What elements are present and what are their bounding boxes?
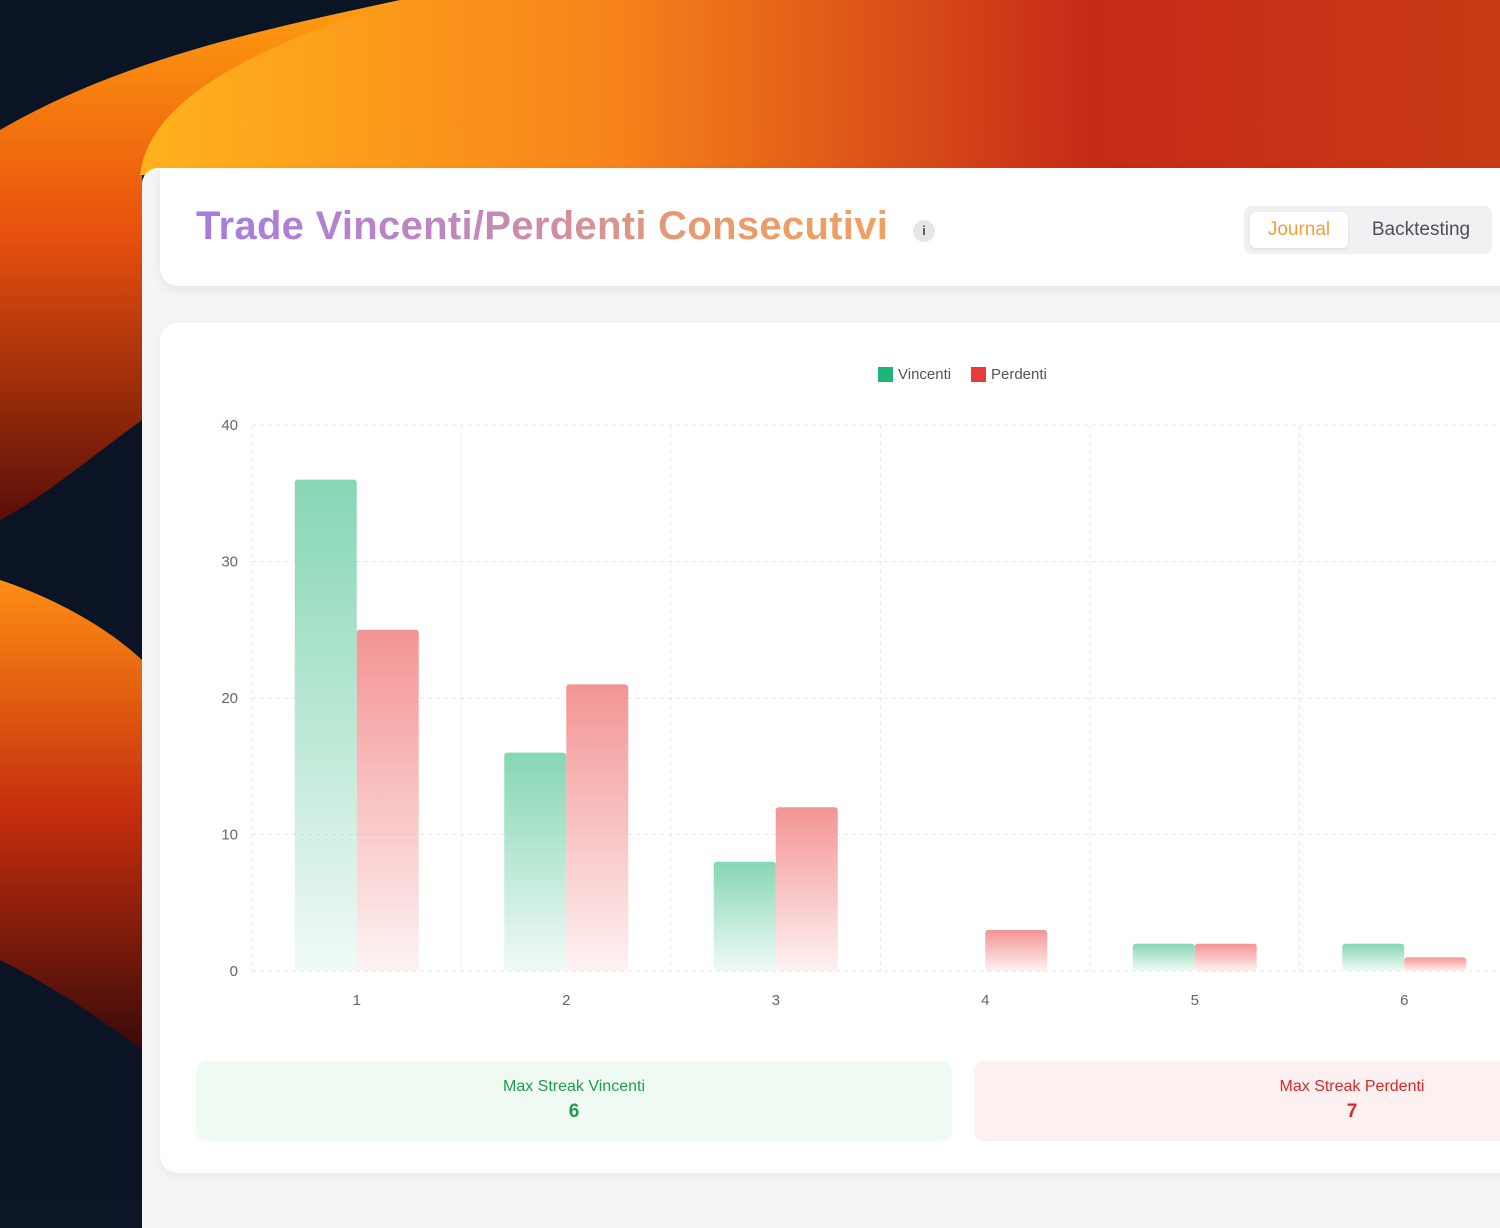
bar-perdenti — [775, 807, 838, 971]
app-window: Trade Vincenti/Perdenti Consecutivi i Jo… — [142, 168, 1500, 1228]
legend-label-perdenti: Perdenti — [991, 366, 1047, 383]
chart-card: 0 10 20 30 40 1 2 3 4 5 6 Vincenti Perdenti Max Str… — [160, 323, 1500, 1173]
y-tick-label: 30 — [221, 554, 238, 571]
y-tick-label: 0 — [230, 963, 238, 980]
y-tick-label: 40 — [221, 417, 238, 434]
bar-perdenti — [356, 629, 419, 971]
max-streak-win-label: Max Streak Vincenti — [503, 1078, 645, 1095]
max-streak-loss-label: Max Streak Perdenti — [1279, 1078, 1425, 1095]
bar-perdenti — [1194, 943, 1257, 971]
y-tick-label: 10 — [221, 827, 238, 844]
x-tick-label: 3 — [772, 992, 780, 1009]
max-streak-loss-value: 7 — [1346, 1101, 1358, 1122]
header-card: Trade Vincenti/Perdenti Consecutivi i Jo… — [160, 168, 1500, 286]
x-tick-label: 2 — [562, 992, 570, 1009]
tab-backtesting[interactable]: Backtesting — [1371, 219, 1471, 240]
x-tick-label: 1 — [353, 992, 361, 1009]
max-streak-win-value: 6 — [568, 1101, 580, 1122]
streak-bar-chart: 0 10 20 30 40 1 2 3 4 5 6 Vincenti Perdenti — [221, 366, 1500, 1009]
bar-perdenti — [985, 930, 1048, 971]
bar-vincenti — [713, 861, 776, 971]
legend-swatch-vincenti — [878, 367, 893, 382]
bar-vincenti — [294, 479, 357, 971]
max-streak-loss-card: Max Streak Perdenti 7 — [974, 1061, 1500, 1141]
info-icon[interactable]: i — [913, 220, 935, 242]
bar-perdenti — [566, 684, 629, 971]
x-tick-label: 5 — [1191, 992, 1199, 1009]
max-streak-win-card: Max Streak Vincenti 6 — [196, 1061, 952, 1141]
page-title: Trade Vincenti/Perdenti Consecutivi — [196, 204, 889, 248]
bar-vincenti — [1132, 943, 1195, 971]
legend-label-vincenti: Vincenti — [898, 366, 951, 383]
x-tick-label: 4 — [981, 992, 989, 1009]
y-tick-label: 20 — [221, 690, 238, 707]
bar-perdenti — [1404, 957, 1467, 971]
tab-journal[interactable]: Journal — [1250, 212, 1348, 248]
bar-vincenti — [1342, 943, 1405, 971]
source-toggle: Journal Backtesting — [1244, 206, 1492, 254]
x-tick-label: 6 — [1400, 992, 1408, 1009]
bar-vincenti — [504, 752, 567, 971]
legend-swatch-perdenti — [971, 367, 986, 382]
